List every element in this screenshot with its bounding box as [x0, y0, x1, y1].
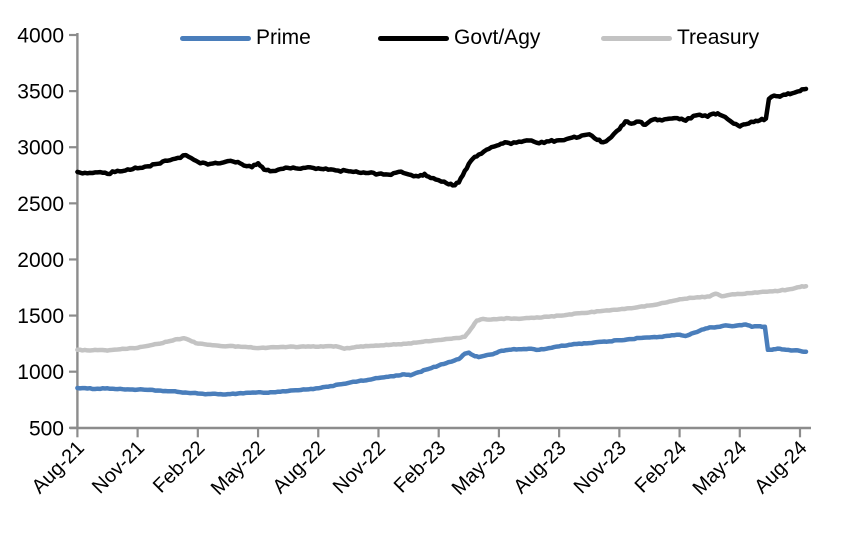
treasury-line-swatch: [601, 35, 672, 41]
y-axis-tick-label: 3500: [17, 81, 64, 104]
x-axis-tick-label: Nov-21: [88, 437, 149, 498]
series-line-treasury: [75, 283, 809, 353]
legend-label-treasury: Treasury: [677, 26, 760, 49]
prime-line-swatch: [180, 35, 251, 41]
govtagy-line-swatch: [378, 35, 449, 41]
x-axis-tick-label: Nov-22: [329, 437, 390, 498]
y-axis-tick-label: 2500: [17, 193, 64, 216]
x-axis-tick-label: Feb-24: [631, 437, 691, 497]
y-axis-tick-label: 500: [29, 417, 64, 440]
x-axis-tick-label: May-23: [448, 437, 511, 500]
x-axis-tick-label: Aug-22: [269, 437, 330, 498]
x-axis-tick-label: Feb-22: [149, 437, 209, 497]
x-axis-tick-label: Aug-21: [28, 437, 89, 498]
x-axis-tick-label: Aug-24: [750, 437, 811, 498]
legend-label-govtagy: Govt/Agy: [454, 26, 541, 49]
legend-label-prime: Prime: [256, 26, 311, 49]
y-axis-tick-label: 2000: [17, 249, 64, 272]
series-line-prime: [75, 322, 809, 397]
y-axis-tick-label: 3000: [17, 137, 64, 160]
x-axis-tick-label: Aug-23: [510, 437, 571, 498]
legend-item-prime: Prime: [180, 24, 311, 52]
chart-legend: Prime Govt/Agy Treasury: [0, 24, 852, 52]
legend-item-govtagy: Govt/Agy: [378, 24, 540, 52]
x-axis-tick-label: May-22: [207, 437, 270, 500]
series-line-govtagy: [75, 86, 809, 188]
x-axis-tick-label: May-24: [689, 437, 752, 500]
y-axis-tick-label: 1000: [17, 361, 64, 384]
legend-item-treasury: Treasury: [601, 24, 759, 52]
x-axis-tick-label: Feb-23: [390, 437, 450, 497]
y-axis-tick-label: 4000: [17, 25, 64, 48]
y-axis-tick-label: 1500: [17, 305, 64, 328]
x-axis-tick-label: Nov-23: [570, 437, 631, 498]
